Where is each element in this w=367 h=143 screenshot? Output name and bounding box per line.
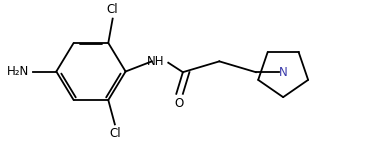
Text: Cl: Cl — [107, 3, 119, 16]
Text: NH: NH — [147, 55, 164, 68]
Text: Cl: Cl — [109, 127, 121, 140]
Text: N: N — [279, 66, 287, 79]
Text: O: O — [174, 97, 184, 110]
Text: H₂N: H₂N — [7, 65, 29, 78]
